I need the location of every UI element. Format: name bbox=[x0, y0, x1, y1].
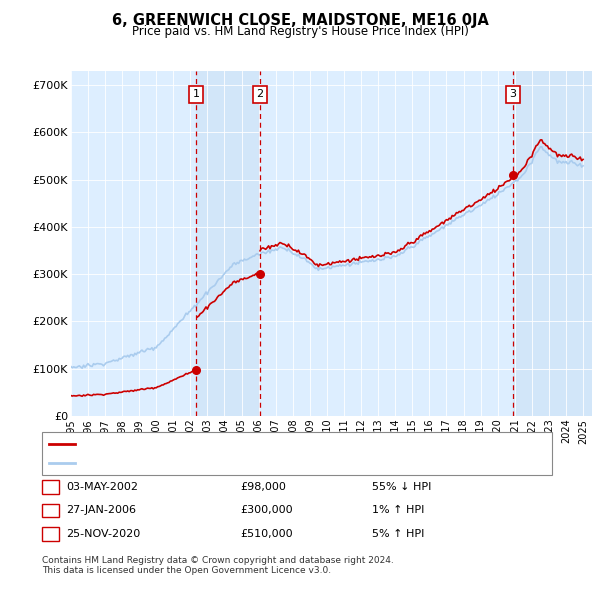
Text: 6, GREENWICH CLOSE, MAIDSTONE, ME16 0JA: 6, GREENWICH CLOSE, MAIDSTONE, ME16 0JA bbox=[112, 13, 488, 28]
Text: 03-MAY-2002: 03-MAY-2002 bbox=[66, 482, 138, 491]
Text: 3: 3 bbox=[47, 529, 54, 539]
Text: 6, GREENWICH CLOSE, MAIDSTONE, ME16 0JA (detached house): 6, GREENWICH CLOSE, MAIDSTONE, ME16 0JA … bbox=[79, 440, 413, 450]
Bar bbox=[196, 71, 260, 416]
Text: Price paid vs. HM Land Registry's House Price Index (HPI): Price paid vs. HM Land Registry's House … bbox=[131, 25, 469, 38]
Text: £510,000: £510,000 bbox=[240, 529, 293, 539]
Text: 2: 2 bbox=[256, 90, 263, 100]
Text: 25-NOV-2020: 25-NOV-2020 bbox=[66, 529, 140, 539]
Bar bbox=[513, 71, 592, 416]
Text: 27-JAN-2006: 27-JAN-2006 bbox=[66, 506, 136, 515]
Text: 1: 1 bbox=[193, 90, 200, 100]
Text: 2: 2 bbox=[47, 506, 54, 515]
Text: 1: 1 bbox=[47, 482, 54, 491]
Text: 3: 3 bbox=[509, 90, 517, 100]
Text: 1% ↑ HPI: 1% ↑ HPI bbox=[372, 506, 424, 515]
Text: £300,000: £300,000 bbox=[240, 506, 293, 515]
Text: 55% ↓ HPI: 55% ↓ HPI bbox=[372, 482, 431, 491]
Text: 5% ↑ HPI: 5% ↑ HPI bbox=[372, 529, 424, 539]
Text: Contains HM Land Registry data © Crown copyright and database right 2024.
This d: Contains HM Land Registry data © Crown c… bbox=[42, 556, 394, 575]
Text: HPI: Average price, detached house, Maidstone: HPI: Average price, detached house, Maid… bbox=[79, 458, 326, 468]
Text: £98,000: £98,000 bbox=[240, 482, 286, 491]
